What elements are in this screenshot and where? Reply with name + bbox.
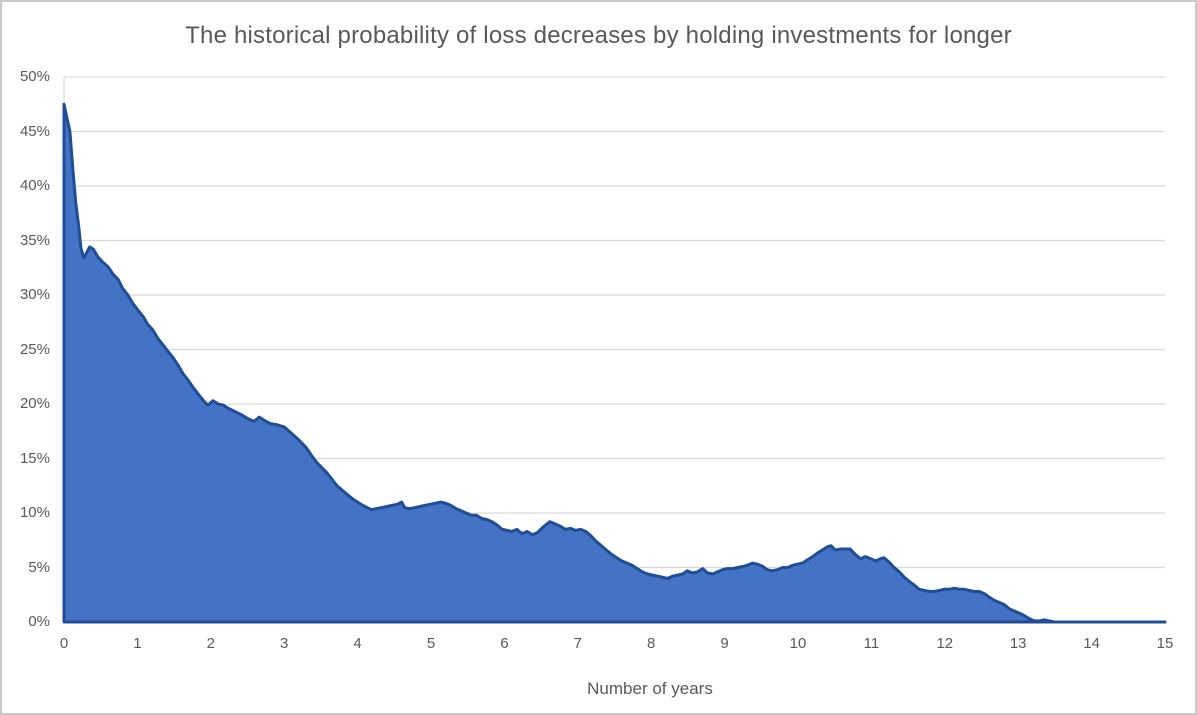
y-tick-label: 50% [19,68,50,85]
y-tick-label: 40% [19,177,50,194]
y-tick-label: 10% [19,504,50,521]
x-tick-label: 12 [936,635,954,652]
x-axis-title: Number of years [587,679,713,698]
x-tick-label: 13 [1009,635,1027,652]
x-tick-label: 5 [426,635,436,652]
y-tick-label: 15% [19,449,50,467]
x-tick-label: 7 [573,635,582,652]
x-tick-label: 8 [647,635,656,652]
x-tick-label: 9 [720,635,729,652]
y-tick-label: 45% [19,122,50,140]
x-tick-label: 2 [206,635,215,652]
y-tick-label: 5% [28,558,50,576]
y-tick-label: 30% [19,286,50,303]
x-tick-label: 4 [353,635,362,652]
chart-title: The historical probability of loss decre… [185,22,1012,49]
y-tick-label: 35% [19,231,50,249]
x-tick-label: 15 [1156,635,1174,652]
x-tick-label: 0 [59,635,69,652]
x-tick-label: 6 [500,635,509,652]
x-tick-label: 11 [863,635,880,652]
x-tick-label: 10 [789,635,807,652]
y-tick-label: 25% [19,340,50,358]
y-tick-label: 20% [19,395,50,412]
x-tick-label: 3 [280,635,289,652]
x-tick-label: 1 [133,635,142,652]
y-tick-label: 0% [28,613,50,630]
probability-of-loss-area-series [62,102,1167,624]
x-tick-label: 14 [1083,635,1100,652]
